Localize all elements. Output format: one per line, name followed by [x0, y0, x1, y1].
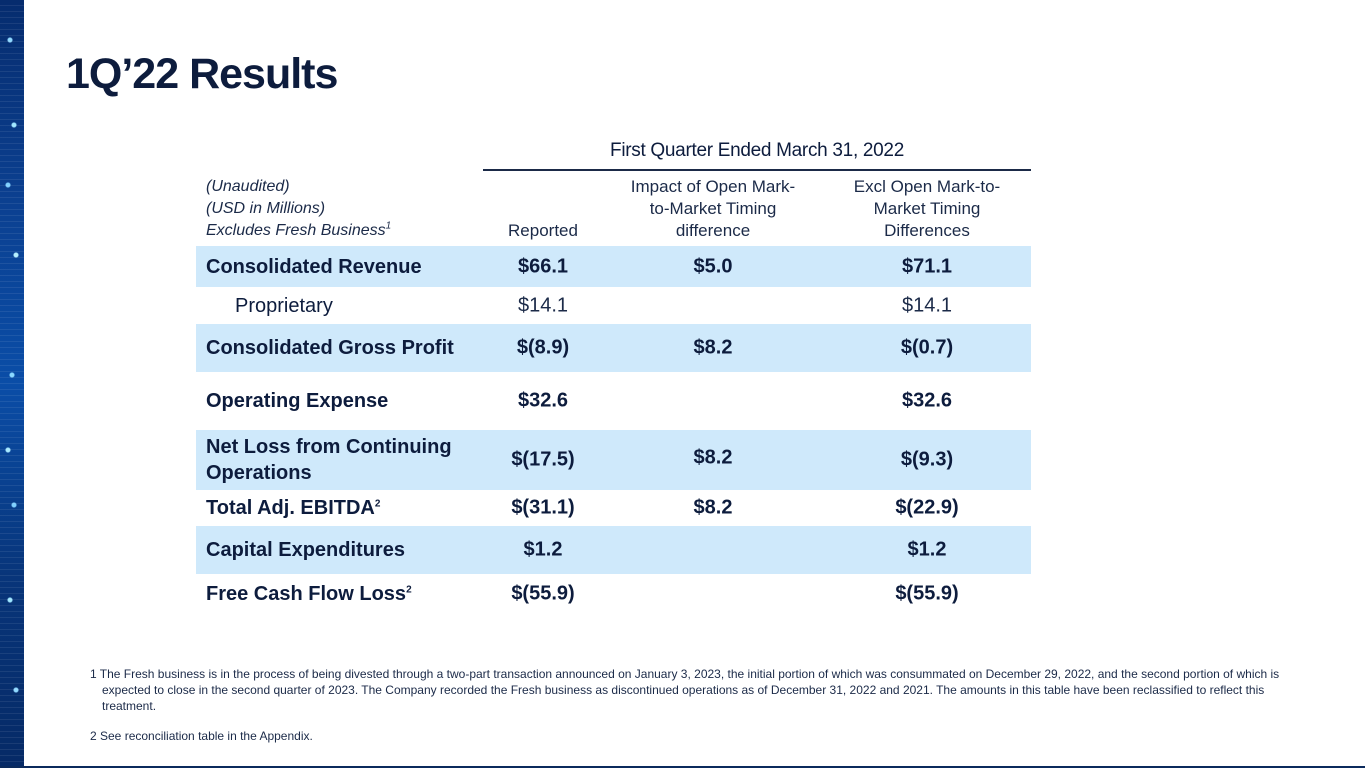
- cell-excl: $14.1: [901, 294, 953, 316]
- bottom-divider: [0, 766, 1365, 768]
- row-label: Free Cash Flow Loss2: [206, 583, 412, 605]
- table-row: Consolidated Gross Profit $(8.9) $8.2 $(…: [196, 324, 1031, 372]
- cell-excl: $(22.9): [895, 496, 959, 519]
- cell-reported: $(17.5): [511, 448, 575, 471]
- cell-impact: $8.2: [693, 446, 733, 469]
- cell-impact: $8.2: [693, 336, 733, 359]
- table-row: Free Cash Flow Loss2 $(55.9) $(55.9): [196, 574, 1031, 614]
- footnote-2: 2 See reconciliation table in the Append…: [90, 729, 313, 743]
- cell-reported: $(55.9): [511, 582, 575, 605]
- cell-excl: $71.1: [901, 255, 953, 277]
- cell-excl: $(0.7): [900, 336, 954, 359]
- col-header-excl: Excl Open Mark-to- Market Timing Differe…: [853, 177, 1001, 240]
- row-label: Total Adj. EBITDA2: [206, 497, 381, 519]
- cell-reported: $66.1: [517, 255, 569, 277]
- cell-reported: $(31.1): [511, 496, 575, 519]
- row-label: Capital Expenditures: [206, 539, 405, 561]
- row-label: Operating Expense: [206, 390, 389, 412]
- cell-excl: $(9.3): [900, 448, 954, 471]
- row-label: Proprietary: [235, 294, 333, 317]
- group-header: First Quarter Ended March 31, 2022: [483, 140, 1031, 171]
- cell-excl: $1.2: [907, 538, 947, 561]
- cell-reported: $(8.9): [516, 336, 570, 359]
- table-row: Capital Expenditures $1.2 $1.2: [196, 526, 1031, 574]
- footnotes: 1 The Fresh business is in the process o…: [90, 666, 1320, 744]
- table-row: Net Loss from Continuing Operations $(17…: [196, 430, 1031, 490]
- cell-reported: $14.1: [517, 294, 569, 316]
- col-header-impact: Impact of Open Mark- to-Market Timing di…: [630, 177, 796, 240]
- cell-excl: $(55.9): [895, 582, 959, 605]
- decorative-circuit-strip: [0, 0, 24, 768]
- page-title: 1Q’22 Results: [66, 50, 338, 98]
- row-label: Consolidated Gross Profit: [206, 337, 454, 359]
- table-row: Operating Expense $32.6 $32.6: [196, 372, 1031, 430]
- table-row: Proprietary $14.1 $14.1: [196, 287, 1031, 324]
- footnote-1: 1 The Fresh business is in the process o…: [90, 667, 1280, 713]
- table-row: Consolidated Revenue $66.1 $5.0 $71.1: [196, 246, 1031, 287]
- cell-reported: $32.6: [517, 389, 569, 412]
- table-header-row: (Unaudited) (USD in Millions) Excludes F…: [196, 176, 1031, 242]
- cell-impact: $5.0: [693, 255, 733, 277]
- cell-reported: $1.2: [523, 538, 563, 561]
- col-header-reported: Reported: [508, 221, 578, 240]
- table-row: Total Adj. EBITDA2 $(31.1) $8.2 $(22.9): [196, 490, 1031, 526]
- cell-excl: $32.6: [901, 389, 953, 412]
- cell-impact: $8.2: [693, 496, 733, 519]
- table-notes-header: (Unaudited) (USD in Millions) Excludes F…: [206, 178, 392, 239]
- row-label: Consolidated Revenue: [206, 255, 422, 278]
- row-label: Net Loss from Continuing Operations: [206, 436, 452, 484]
